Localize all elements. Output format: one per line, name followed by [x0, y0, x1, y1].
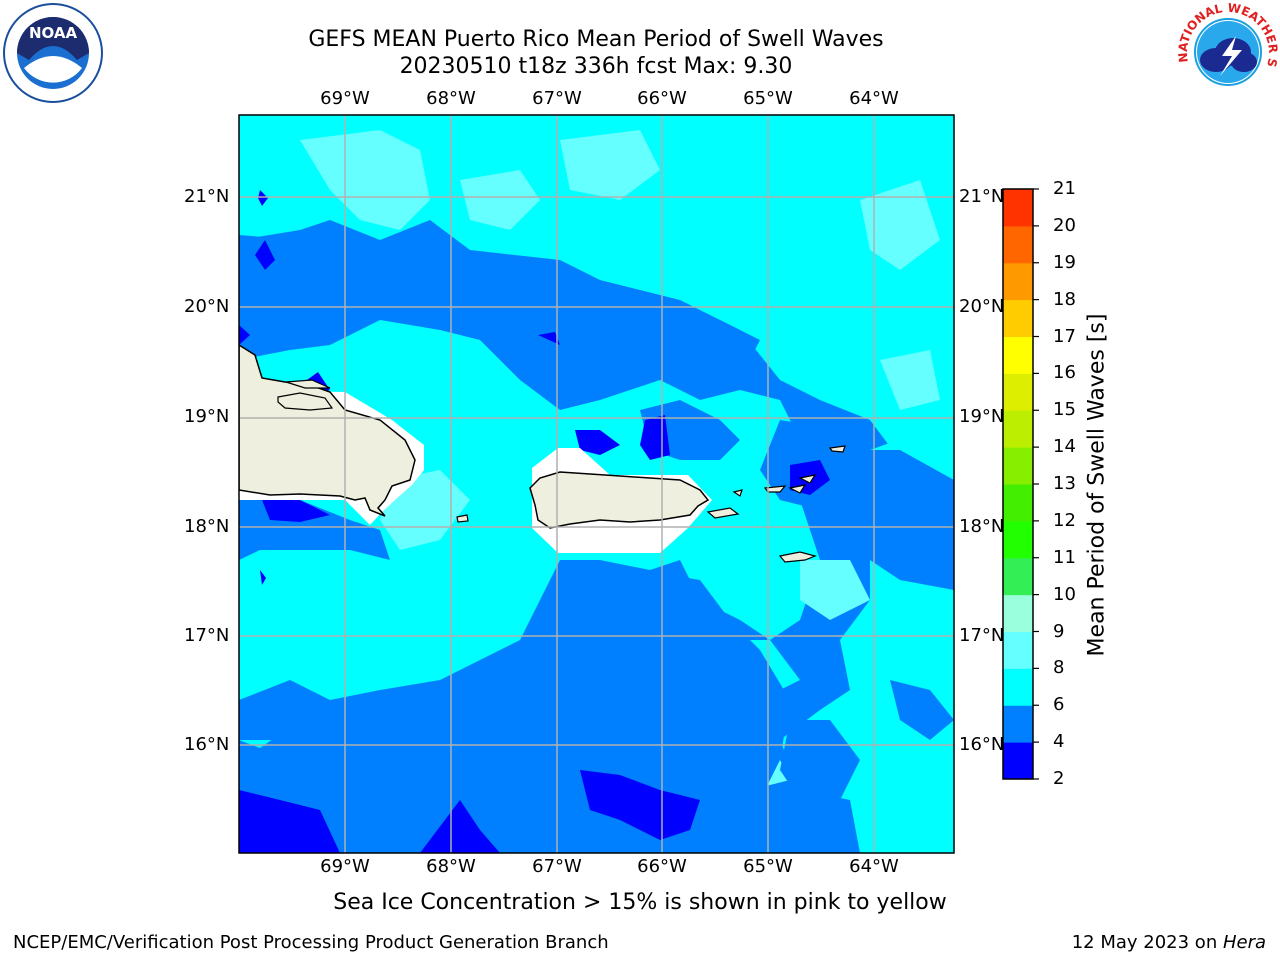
lat-label-right: 17°N: [959, 625, 1005, 646]
chart-subtitle: 20230510 t18z 336h fcst Max: 9.30: [399, 54, 793, 79]
credit-date-text: 12 May 2023 on: [1071, 932, 1223, 953]
colorbar-segment: [1003, 557, 1033, 596]
lon-label-bottom: 66°W: [637, 856, 687, 877]
lon-label-bottom: 68°W: [426, 856, 476, 877]
map-gridlines: [239, 115, 954, 853]
nws-logo-icon: NATIONAL WEATHER SERVICE: [1178, 2, 1278, 99]
colorbar-segment: [1003, 262, 1033, 301]
swell-period-field: [239, 115, 954, 853]
noaa-logo-icon: NOAA: [3, 3, 103, 103]
lon-label-top: 67°W: [532, 88, 582, 109]
lat-label-left: 21°N: [184, 186, 230, 207]
colorbar-segment: [1003, 225, 1033, 264]
colorbar-tick-label: 12: [1053, 509, 1076, 531]
colorbar: [1002, 188, 1039, 780]
colorbar-tick-label: 21: [1053, 178, 1076, 199]
colorbar-segment: [1003, 336, 1033, 374]
lon-label-bottom: 67°W: [532, 856, 582, 877]
colorbar-tick-label: 6: [1053, 694, 1065, 716]
colorbar-tick-label: 19: [1053, 251, 1076, 273]
colorbar-segment: [1003, 447, 1033, 485]
colorbar-segment: [1003, 189, 1033, 227]
lon-label-top: 65°W: [743, 88, 793, 109]
lat-label-left: 18°N: [184, 516, 230, 537]
colorbar-segment: [1003, 668, 1033, 706]
colorbar-segment: [1003, 484, 1033, 522]
colorbar-tick-label: 14: [1053, 436, 1076, 458]
lat-label-right: 21°N: [959, 186, 1005, 207]
colorbar-tick-label: 4: [1053, 731, 1065, 753]
lon-label-top: 66°W: [637, 88, 687, 109]
colorbar-segment: [1003, 631, 1033, 669]
credit-host: Hera: [1222, 932, 1266, 953]
lat-label-left: 16°N: [184, 734, 230, 755]
lat-label-right: 20°N: [959, 296, 1005, 317]
lon-label-top: 68°W: [426, 88, 476, 109]
colorbar-tick-label: 8: [1053, 657, 1065, 679]
credit-branch: NCEP/EMC/Verification Post Processing Pr…: [13, 932, 609, 953]
chart-title: GEFS MEAN Puerto Rico Mean Period of Swe…: [308, 27, 884, 52]
colorbar-tick-label: 10: [1053, 583, 1076, 605]
lon-label-bottom: 65°W: [743, 856, 793, 877]
lat-label-right: 18°N: [959, 516, 1005, 537]
colorbar-segment: [1003, 705, 1033, 743]
lat-label-right: 16°N: [959, 734, 1005, 755]
credit-date: 12 May 2023 on Hera: [1072, 932, 1266, 953]
colorbar-label: Mean Period of Swell Waves [s]: [1084, 313, 1110, 657]
colorbar-segment: [1003, 520, 1033, 559]
lat-label-left: 19°N: [184, 406, 230, 427]
colorbar-tick-label: 18: [1053, 288, 1076, 310]
colorbar-tick-label: 9: [1053, 620, 1065, 642]
colorbar-tick-label: 11: [1053, 546, 1076, 568]
lat-label-left: 17°N: [184, 625, 230, 646]
lat-label-left: 20°N: [184, 296, 230, 317]
map-frame: [238, 114, 955, 854]
sea-ice-note: Sea Ice Concentration > 15% is shown in …: [333, 890, 947, 915]
colorbar-tick-label: 2: [1053, 768, 1065, 789]
colorbar-tick-label: 16: [1053, 362, 1076, 384]
lon-label-top: 64°W: [849, 88, 899, 109]
lon-label-top: 69°W: [320, 88, 370, 109]
colorbar-segment: [1003, 594, 1033, 632]
puerto-rico-land: [529, 471, 710, 529]
colorbar-segment: [1003, 299, 1033, 337]
colorbar-tick-label: 20: [1053, 214, 1076, 236]
lat-label-right: 19°N: [959, 406, 1005, 427]
colorbar-segment: [1003, 410, 1033, 448]
colorbar-tick-label: 15: [1053, 399, 1076, 421]
colorbar-tick-label: 17: [1053, 325, 1076, 347]
lon-label-bottom: 69°W: [320, 856, 370, 877]
lon-label-bottom: 64°W: [849, 856, 899, 877]
colorbar-tick-label: 13: [1053, 473, 1076, 494]
noaa-logo-text: NOAA: [29, 24, 78, 42]
colorbar-segment: [1003, 742, 1033, 780]
colorbar-segment: [1003, 373, 1033, 411]
